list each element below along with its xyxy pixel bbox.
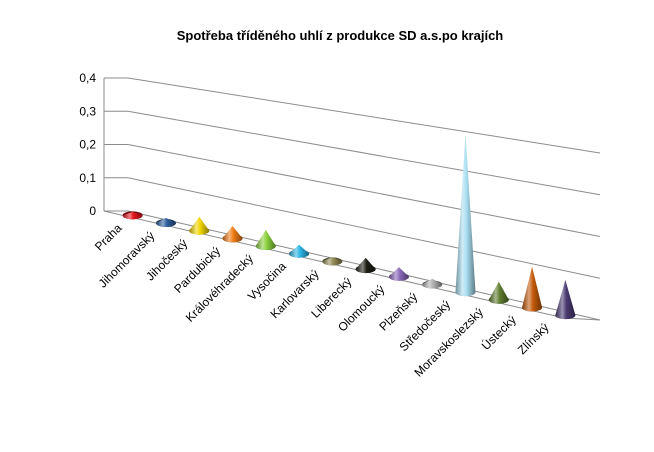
x-tick-label: Moravskoslezský	[411, 305, 486, 380]
y-tick-label: 0,3	[79, 104, 96, 118]
cone-Jihočeský	[189, 216, 210, 235]
cone-Ústecký	[522, 266, 543, 312]
cone-Zlínský	[555, 279, 576, 320]
gridline	[127, 77, 601, 154]
cone-Královéhradecký	[255, 229, 276, 251]
x-tick-label: Ústecký	[478, 312, 519, 353]
cone-Středočeský	[455, 133, 476, 297]
gridline	[127, 110, 601, 196]
cone-Liberecký	[355, 257, 376, 274]
cone-Jihomoravský	[155, 217, 176, 228]
gridline	[127, 144, 601, 237]
cone-Olomoucký	[388, 267, 409, 281]
y-tick-label: 0,4	[79, 71, 96, 85]
cone-Plzeňský	[422, 278, 443, 289]
cone-Vysočina	[289, 244, 310, 258]
cone-Praha	[122, 211, 143, 220]
cone-Moravskoslezský	[488, 281, 509, 304]
y-tick-label: 0,1	[79, 171, 96, 185]
y-tick-label: 0	[89, 204, 96, 218]
x-tick-label: Zlínský	[515, 320, 552, 357]
x-tick-label: Praha	[92, 221, 125, 254]
chart-title: Spotřeba tříděného uhlí z produkce SD a.…	[176, 28, 504, 43]
cone-Karlovarský	[322, 256, 343, 266]
gridline	[127, 177, 601, 279]
cone-Pardubický	[222, 225, 243, 243]
y-tick-label: 0,2	[79, 138, 96, 152]
